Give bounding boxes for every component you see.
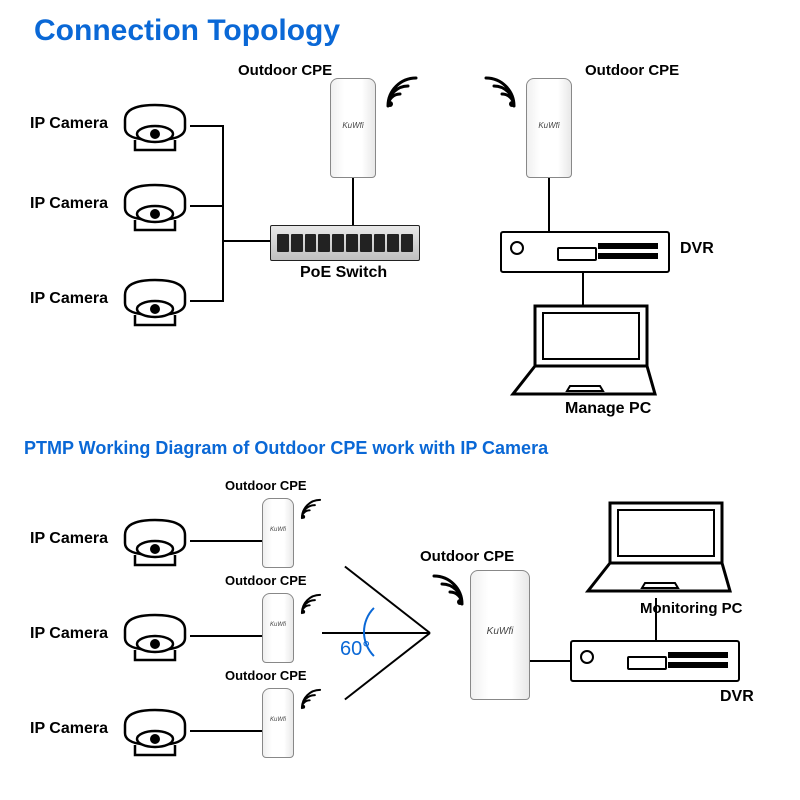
wifi-icon <box>298 591 324 617</box>
poe-switch-label: PoE Switch <box>300 264 387 282</box>
camera-icon <box>120 100 190 155</box>
cpe-icon: KuWfi <box>330 78 376 178</box>
ip-camera-label: IP Camera <box>30 290 108 308</box>
wire <box>190 540 262 542</box>
outdoor-cpe-label: Outdoor CPE <box>238 62 332 79</box>
monitoring-pc-label: Monitoring PC <box>640 600 742 617</box>
wire <box>222 240 270 242</box>
laptop-icon <box>505 298 665 403</box>
camera-icon <box>120 180 190 235</box>
cpe-icon: KuWfi <box>262 593 294 663</box>
outdoor-cpe-label: Outdoor CPE <box>420 548 514 565</box>
wire <box>222 125 224 302</box>
wire <box>190 300 222 302</box>
cpe-icon: KuWfi <box>262 498 294 568</box>
wire <box>530 660 570 662</box>
angle-arc <box>363 597 433 667</box>
outdoor-cpe-label: Outdoor CPE <box>225 668 307 683</box>
wifi-icon <box>298 496 324 522</box>
wifi-icon <box>298 686 324 712</box>
ip-camera-label: IP Camera <box>30 530 108 548</box>
outdoor-cpe-label: Outdoor CPE <box>225 573 307 588</box>
ip-camera-label: IP Camera <box>30 625 108 643</box>
wire <box>352 178 354 225</box>
camera-icon <box>120 515 190 570</box>
cpe-icon: KuWfi <box>470 570 530 700</box>
dvr-icon <box>500 231 670 273</box>
outdoor-cpe-label: Outdoor CPE <box>585 62 679 79</box>
main-title: Connection Topology <box>34 14 340 48</box>
dvr-label: DVR <box>720 688 754 706</box>
camera-icon <box>120 610 190 665</box>
ip-camera-label: IP Camera <box>30 195 108 213</box>
cpe-icon: KuWfi <box>262 688 294 758</box>
outdoor-cpe-label: Outdoor CPE <box>225 478 307 493</box>
wifi-icon <box>480 72 520 112</box>
wire <box>190 205 222 207</box>
dvr-icon <box>570 640 740 682</box>
wire <box>548 178 550 231</box>
wifi-icon <box>428 570 468 610</box>
camera-icon <box>120 705 190 760</box>
wire <box>190 730 262 732</box>
cpe-icon: KuWfi <box>526 78 572 178</box>
camera-icon <box>120 275 190 330</box>
angle-label: 60° <box>340 638 370 661</box>
manage-pc-label: Manage PC <box>565 400 651 418</box>
wire <box>190 125 222 127</box>
poe-switch-icon <box>270 225 420 261</box>
laptop-icon <box>580 495 740 600</box>
wire <box>190 635 262 637</box>
ip-camera-label: IP Camera <box>30 115 108 133</box>
wifi-icon <box>382 72 422 112</box>
ip-camera-label: IP Camera <box>30 720 108 738</box>
dvr-label: DVR <box>680 240 714 258</box>
sub-title: PTMP Working Diagram of Outdoor CPE work… <box>24 438 548 459</box>
